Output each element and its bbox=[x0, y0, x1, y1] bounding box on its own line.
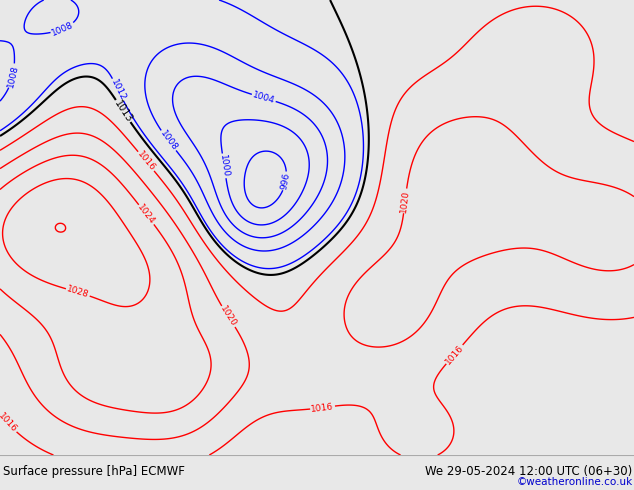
Text: 996: 996 bbox=[280, 172, 292, 191]
Text: 1012: 1012 bbox=[109, 77, 127, 102]
Text: 1016: 1016 bbox=[0, 412, 19, 435]
Text: We 29-05-2024 12:00 UTC (06+30): We 29-05-2024 12:00 UTC (06+30) bbox=[425, 465, 633, 478]
Text: 1008: 1008 bbox=[158, 129, 179, 152]
Text: 1004: 1004 bbox=[252, 90, 276, 105]
Text: 1020: 1020 bbox=[218, 304, 238, 329]
Text: ©weatheronline.co.uk: ©weatheronline.co.uk bbox=[517, 477, 633, 487]
Text: Surface pressure [hPa] ECMWF: Surface pressure [hPa] ECMWF bbox=[3, 465, 185, 478]
Text: 1016: 1016 bbox=[444, 343, 465, 366]
Text: 1028: 1028 bbox=[65, 285, 90, 300]
Text: 1000: 1000 bbox=[218, 154, 230, 178]
Text: 1008: 1008 bbox=[50, 20, 75, 38]
Text: 1024: 1024 bbox=[136, 203, 157, 226]
Text: 1008: 1008 bbox=[6, 64, 20, 88]
Text: 1016: 1016 bbox=[311, 402, 335, 414]
Text: 1013: 1013 bbox=[112, 98, 134, 124]
Text: 1020: 1020 bbox=[399, 189, 411, 213]
Text: 1016: 1016 bbox=[135, 149, 157, 173]
